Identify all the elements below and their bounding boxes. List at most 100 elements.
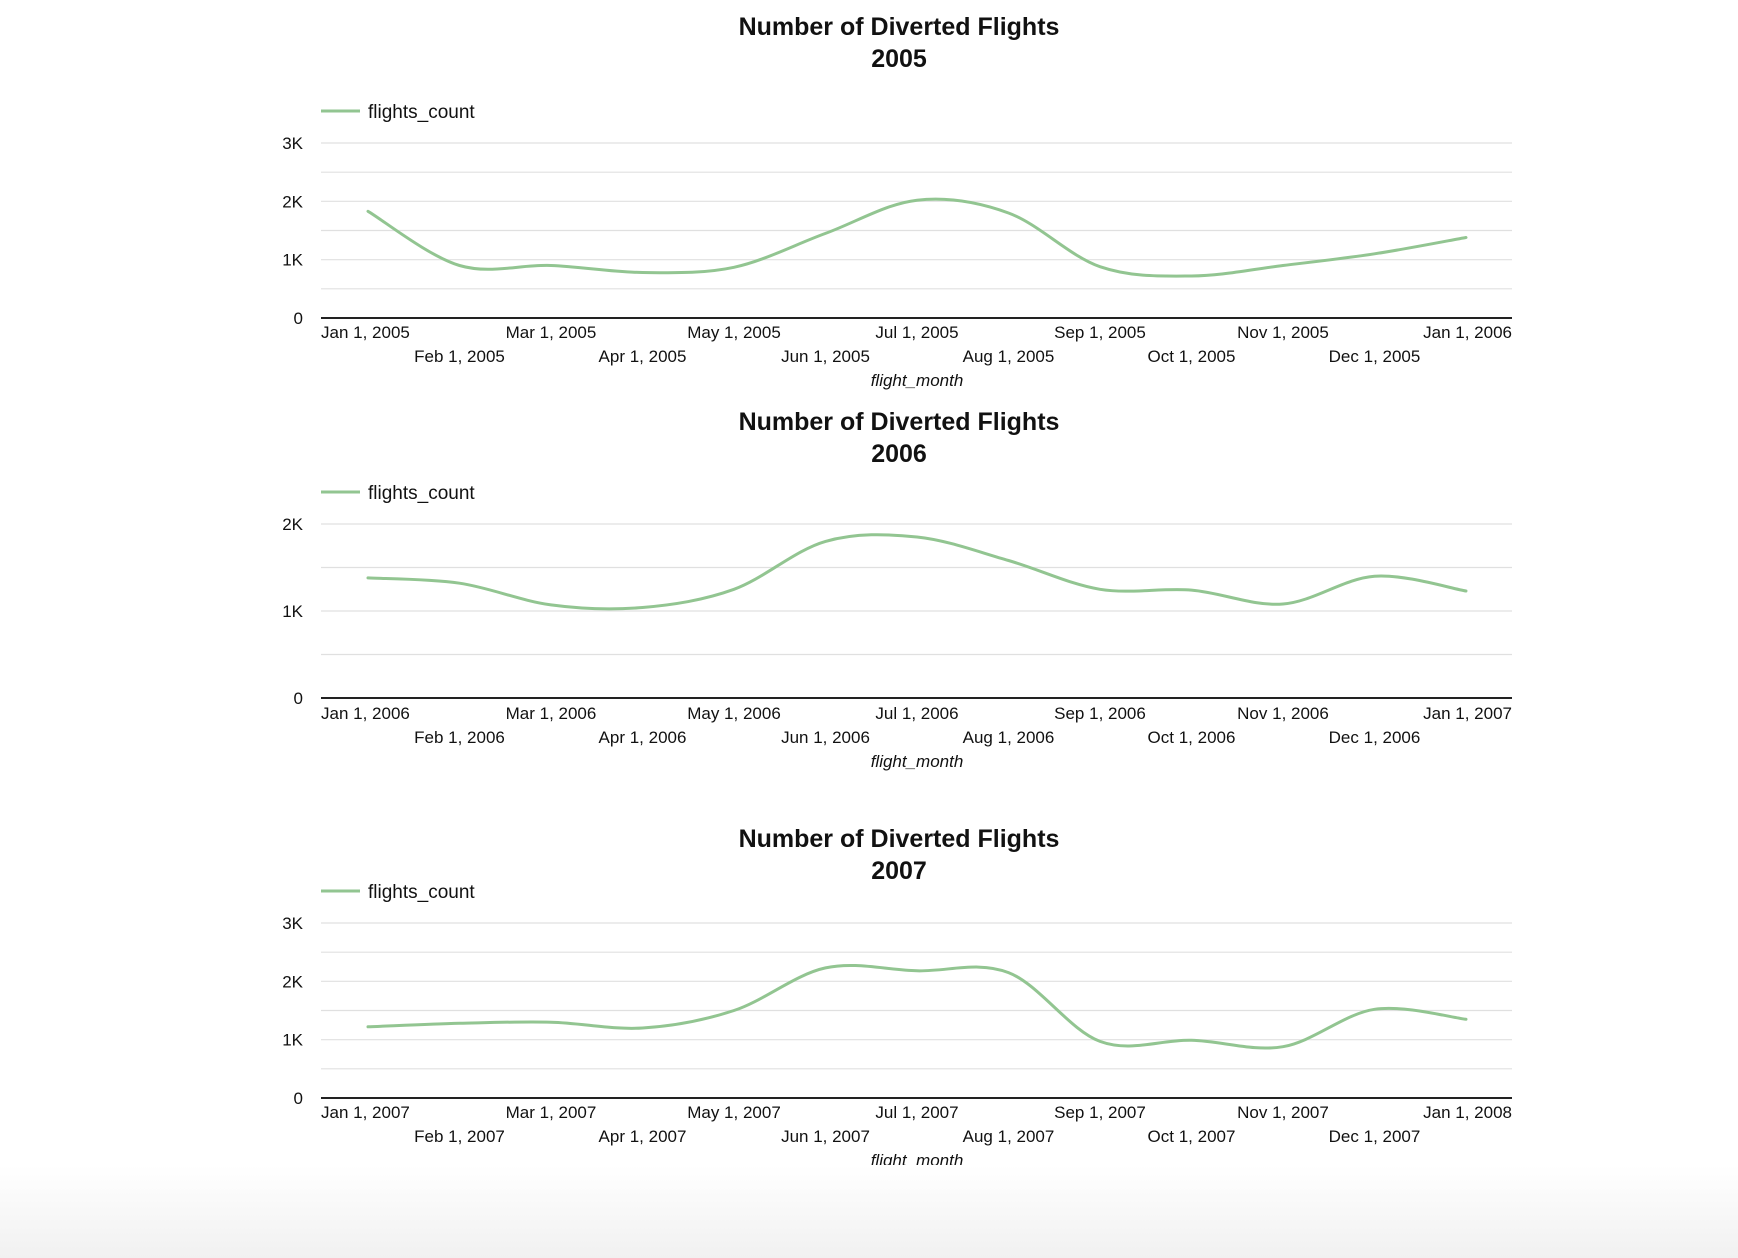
chart-title: Number of Diverted Flights bbox=[739, 13, 1060, 41]
x-tick-label: Jun 1, 2007 bbox=[781, 1127, 870, 1146]
data-point[interactable] bbox=[549, 603, 553, 607]
y-tick-label: 1K bbox=[282, 1031, 303, 1050]
series-line-flights_count bbox=[366, 197, 1468, 278]
data-point[interactable] bbox=[915, 535, 919, 539]
x-tick-label: Dec 1, 2005 bbox=[1329, 347, 1421, 366]
y-tick-label: 0 bbox=[294, 309, 303, 328]
chart-subtitle: 2005 bbox=[871, 45, 927, 73]
data-point[interactable] bbox=[1007, 211, 1011, 215]
data-point[interactable] bbox=[824, 231, 828, 235]
x-tick-label: Aug 1, 2005 bbox=[963, 347, 1055, 366]
x-tick-label: Jun 1, 2006 bbox=[781, 728, 870, 747]
data-point[interactable] bbox=[458, 581, 462, 585]
data-point[interactable] bbox=[1281, 264, 1285, 268]
data-point[interactable] bbox=[1373, 574, 1377, 578]
data-point[interactable] bbox=[641, 606, 645, 610]
x-axis-title: flight_month bbox=[871, 752, 964, 771]
data-point[interactable] bbox=[824, 539, 828, 543]
data-point[interactable] bbox=[1098, 265, 1102, 269]
data-point[interactable] bbox=[1281, 602, 1285, 606]
y-tick-label: 0 bbox=[294, 689, 303, 708]
y-tick-label: 2K bbox=[282, 515, 303, 534]
data-point[interactable] bbox=[458, 1021, 462, 1025]
x-tick-label: Jan 1, 2007 bbox=[321, 1103, 410, 1122]
data-point[interactable] bbox=[366, 576, 370, 580]
legend-label: flights_count bbox=[368, 483, 475, 504]
data-point[interactable] bbox=[1464, 1017, 1468, 1021]
x-tick-label: Jul 1, 2005 bbox=[875, 323, 958, 342]
y-tick-label: 3K bbox=[282, 914, 303, 933]
y-tick-label: 1K bbox=[282, 602, 303, 621]
bottom-fade bbox=[0, 1165, 1738, 1258]
x-tick-label: Sep 1, 2007 bbox=[1054, 1103, 1146, 1122]
data-point[interactable] bbox=[732, 265, 736, 269]
data-point[interactable] bbox=[1464, 589, 1468, 593]
data-point[interactable] bbox=[1098, 1039, 1102, 1043]
chart-subtitle: 2007 bbox=[871, 857, 927, 885]
x-tick-label: Oct 1, 2005 bbox=[1148, 347, 1236, 366]
data-point[interactable] bbox=[1007, 971, 1011, 975]
data-point[interactable] bbox=[366, 209, 370, 213]
data-point[interactable] bbox=[1281, 1045, 1285, 1049]
data-point[interactable] bbox=[915, 198, 919, 202]
data-point[interactable] bbox=[1464, 236, 1468, 240]
chart-title: Number of Diverted Flights bbox=[739, 408, 1060, 436]
x-tick-label: Jun 1, 2005 bbox=[781, 347, 870, 366]
x-tick-label: Jan 1, 2007 bbox=[1423, 704, 1512, 723]
data-point[interactable] bbox=[549, 1020, 553, 1024]
data-point[interactable] bbox=[458, 264, 462, 268]
x-tick-label: Apr 1, 2007 bbox=[599, 1127, 687, 1146]
x-tick-label: Oct 1, 2006 bbox=[1148, 728, 1236, 747]
data-point[interactable] bbox=[1098, 587, 1102, 591]
chart-2007: Number of Diverted Flights 2007 flights_co… bbox=[282, 825, 1512, 1170]
x-tick-label: Feb 1, 2007 bbox=[414, 1127, 505, 1146]
x-tick-label: Apr 1, 2005 bbox=[599, 347, 687, 366]
x-tick-label: Apr 1, 2006 bbox=[599, 728, 687, 747]
y-tick-label: 1K bbox=[282, 251, 303, 270]
y-tick-label: 3K bbox=[282, 134, 303, 153]
x-tick-label: Nov 1, 2006 bbox=[1237, 704, 1329, 723]
x-tick-label: Dec 1, 2007 bbox=[1329, 1127, 1421, 1146]
x-tick-label: Sep 1, 2005 bbox=[1054, 323, 1146, 342]
data-point[interactable] bbox=[824, 966, 828, 970]
x-tick-label: Sep 1, 2006 bbox=[1054, 704, 1146, 723]
series-line-flights_count bbox=[366, 963, 1468, 1050]
x-tick-label: Oct 1, 2007 bbox=[1148, 1127, 1236, 1146]
x-tick-label: Feb 1, 2005 bbox=[414, 347, 505, 366]
data-point[interactable] bbox=[1190, 588, 1194, 592]
data-point[interactable] bbox=[915, 969, 919, 973]
data-point[interactable] bbox=[641, 1026, 645, 1030]
x-tick-label: Mar 1, 2006 bbox=[506, 704, 597, 723]
data-point[interactable] bbox=[732, 587, 736, 591]
x-tick-label: Mar 1, 2005 bbox=[506, 323, 597, 342]
chart-title: Number of Diverted Flights bbox=[739, 825, 1060, 853]
x-tick-label: Jan 1, 2006 bbox=[1423, 323, 1512, 342]
y-tick-label: 0 bbox=[294, 1089, 303, 1108]
chart-2005: Number of Diverted Flights 2005 flights_co… bbox=[282, 13, 1512, 390]
data-point[interactable] bbox=[1373, 252, 1377, 256]
data-point[interactable] bbox=[366, 1025, 370, 1029]
data-point[interactable] bbox=[732, 1009, 736, 1013]
data-point[interactable] bbox=[1373, 1007, 1377, 1011]
legend-label: flights_count bbox=[368, 102, 475, 123]
x-tick-label: Nov 1, 2007 bbox=[1237, 1103, 1329, 1122]
data-point[interactable] bbox=[1190, 274, 1194, 278]
chart-2006: Number of Diverted Flights 2006 flights_co… bbox=[282, 408, 1512, 771]
x-tick-label: May 1, 2006 bbox=[687, 704, 781, 723]
data-point[interactable] bbox=[1190, 1038, 1194, 1042]
data-point[interactable] bbox=[641, 271, 645, 275]
legend-label: flights_count bbox=[368, 882, 475, 903]
data-point[interactable] bbox=[1007, 559, 1011, 563]
y-tick-label: 2K bbox=[282, 192, 303, 211]
series-line-flights_count bbox=[366, 533, 1468, 611]
x-tick-label: May 1, 2005 bbox=[687, 323, 781, 342]
x-tick-label: Jan 1, 2005 bbox=[321, 323, 410, 342]
chart-subtitle: 2006 bbox=[871, 440, 927, 468]
x-tick-label: Feb 1, 2006 bbox=[414, 728, 505, 747]
y-tick-label: 2K bbox=[282, 972, 303, 991]
x-tick-label: Nov 1, 2005 bbox=[1237, 323, 1329, 342]
x-tick-label: Jan 1, 2006 bbox=[321, 704, 410, 723]
data-point[interactable] bbox=[549, 264, 553, 268]
x-tick-label: Aug 1, 2006 bbox=[963, 728, 1055, 747]
